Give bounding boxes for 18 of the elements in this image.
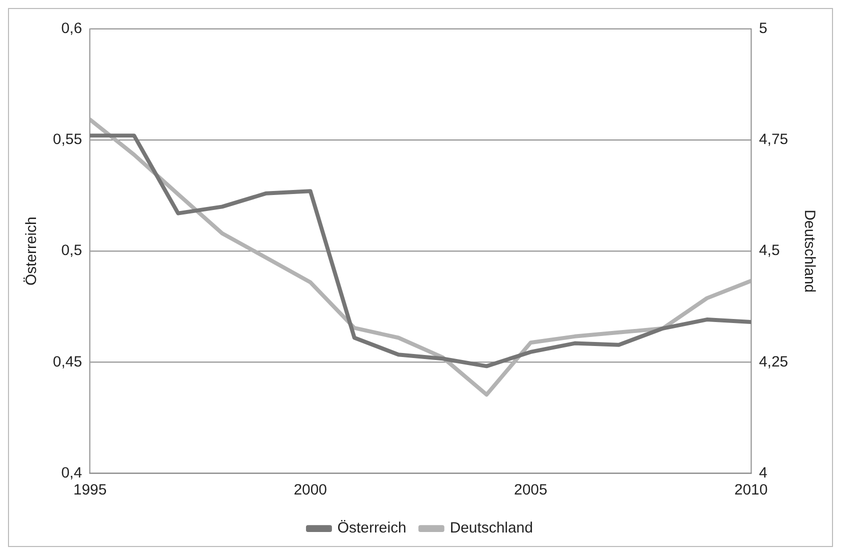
legend-label: Österreich bbox=[337, 520, 406, 537]
y2-tick-label: 4,75 bbox=[758, 131, 788, 148]
y2-tick-label: 5 bbox=[758, 20, 768, 38]
y2-tick-label: 4 bbox=[758, 464, 768, 482]
y-axis-title: Österreich bbox=[23, 216, 40, 286]
y-tick-label: 0,45 bbox=[52, 353, 82, 370]
y-tick-label: 0,6 bbox=[61, 20, 82, 38]
legend-label: Deutschland bbox=[450, 520, 533, 537]
y2-axis-title: Deutschland bbox=[800, 210, 818, 293]
y-tick-label: 0,4 bbox=[61, 464, 82, 482]
y2-tick-label: 4,25 bbox=[758, 353, 788, 370]
y-tick-label: 0,55 bbox=[52, 131, 82, 148]
y2-tick-label: 4,5 bbox=[758, 242, 780, 260]
y-tick-label: 0,5 bbox=[61, 242, 82, 260]
x-tick-label: 2010 bbox=[734, 481, 768, 498]
x-tick-label: 2000 bbox=[294, 481, 327, 498]
x-tick-label: 1995 bbox=[73, 481, 107, 498]
x-tick-label: 2005 bbox=[514, 481, 548, 498]
